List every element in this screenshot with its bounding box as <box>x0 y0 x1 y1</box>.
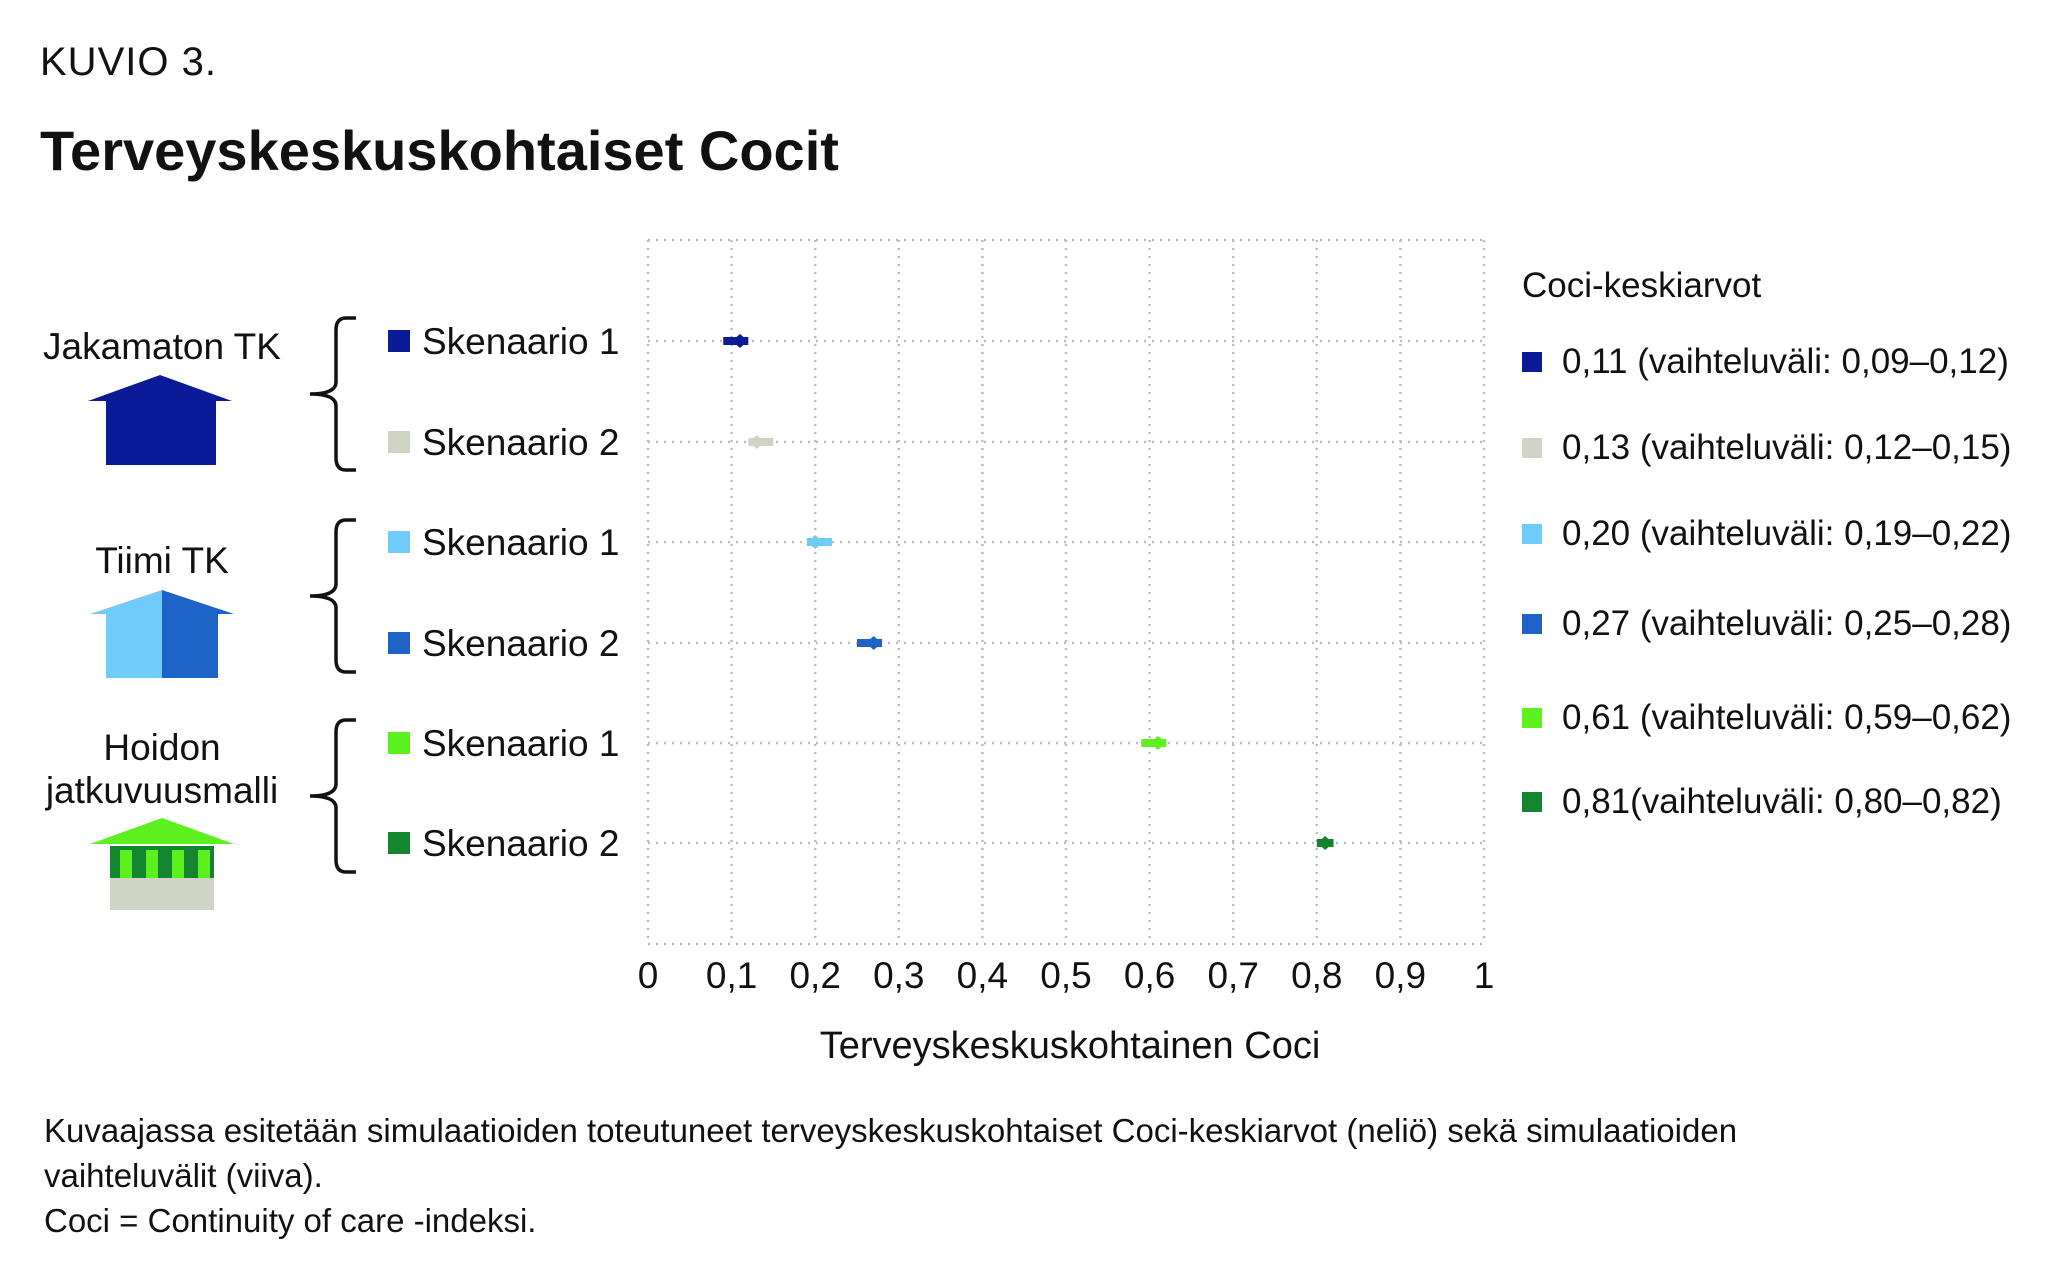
legend-item: 0,61 (vaihteluväli: 0,59–0,62) <box>1522 696 2011 740</box>
group-label: Tiimi TK <box>95 540 229 581</box>
x-tick-label: 0,7 <box>1207 955 1258 996</box>
mean-marker <box>731 334 748 348</box>
x-tick-label: 0,1 <box>706 955 757 996</box>
legend-title: Coci-keskiarvot <box>1522 266 1762 305</box>
mean-marker <box>865 636 882 650</box>
bracket <box>309 718 356 874</box>
pillared-building-green-icon <box>90 818 234 910</box>
chart-title: Terveyskeskuskohtaiset Cocit <box>40 119 839 182</box>
x-axis-label: Terveyskeskuskohtainen Coci <box>820 1025 1321 1067</box>
note-line: Coci = Continuity of care -indeksi. <box>44 1202 537 1239</box>
legend-label: 0,13 (vaihteluväli: 0,12–0,15) <box>1562 428 2012 467</box>
x-tick-label: 0,6 <box>1124 955 1175 996</box>
row-label: Skenaario 1 <box>422 321 619 362</box>
mean-marker <box>807 535 824 549</box>
figure-notes: Kuvaajassa esitetään simulaatioiden tote… <box>44 1108 1944 1243</box>
row-swatch <box>388 431 410 453</box>
legend-label: 0,61 (vaihteluväli: 0,59–0,62) <box>1562 698 2012 737</box>
scenario-rows: Skenaario 1 Skenaario 2 Skenaario 1 Skenaar… <box>388 321 1334 864</box>
bracket <box>309 518 356 674</box>
row-swatch <box>388 632 410 654</box>
row-label: Skenaario 2 <box>422 623 619 664</box>
legend-label: 0,81(vaihteluväli: 0,80–0,82) <box>1562 782 2002 821</box>
legend-item: 0,27 (vaihteluväli: 0,25–0,28) <box>1522 602 2011 646</box>
house-split-blue-icon <box>90 590 234 678</box>
row-swatch <box>388 531 410 553</box>
note-line: Kuvaajassa esitetään simulaatioiden tote… <box>44 1112 1738 1149</box>
group-brackets <box>309 316 356 874</box>
legend-label: 0,11 (vaihteluväli: 0,09–0,12) <box>1562 342 2009 381</box>
legend-item: 0,81(vaihteluväli: 0,80–0,82) <box>1522 780 2002 824</box>
legend-swatch <box>1522 614 1542 634</box>
figure-label: KUVIO 3. <box>40 40 217 84</box>
mean-marker <box>1317 836 1334 850</box>
row-label: Skenaario 2 <box>422 422 619 463</box>
row-swatch <box>388 732 410 754</box>
legend-item: 0,11 (vaihteluväli: 0,09–0,12) <box>1522 340 2009 384</box>
legend-swatch <box>1522 524 1542 544</box>
row-label: Skenaario 2 <box>422 823 619 864</box>
x-tick-label: 0,4 <box>957 955 1008 996</box>
legend-item: 0,13 (vaihteluväli: 0,12–0,15) <box>1522 426 2011 470</box>
bracket <box>309 316 356 472</box>
group-label: jatkuvuusmalli <box>45 770 278 811</box>
x-tick-label: 0,5 <box>1040 955 1091 996</box>
group-label: Jakamaton TK <box>43 326 281 367</box>
note-line: vaihteluvälit (viiva). <box>44 1157 323 1194</box>
legend-item: 0,20 (vaihteluväli: 0,19–0,22) <box>1522 512 2011 556</box>
legend-swatch <box>1522 352 1542 372</box>
grid <box>646 238 1486 946</box>
x-tick-label: 0,2 <box>789 955 840 996</box>
legend-swatch <box>1522 792 1542 812</box>
row-swatch <box>388 330 410 352</box>
x-tick-label: 0,9 <box>1375 955 1426 996</box>
legend-label: 0,27 (vaihteluväli: 0,25–0,28) <box>1562 604 2012 643</box>
x-tick-labels: 0 0,1 0,2 0,3 0,4 0,5 0,6 0,7 0,8 0,9 1 <box>638 955 1495 996</box>
row-swatch <box>388 832 410 854</box>
mean-marker <box>748 435 765 449</box>
row-label: Skenaario 1 <box>422 522 619 563</box>
x-tick-label: 0,3 <box>873 955 924 996</box>
x-tick-label: 0 <box>638 955 659 996</box>
legend-swatch <box>1522 438 1542 458</box>
group-label: Hoidon <box>103 727 220 768</box>
legend-swatch <box>1522 708 1542 728</box>
x-tick-label: 0,8 <box>1291 955 1342 996</box>
legend-label: 0,20 (vaihteluväli: 0,19–0,22) <box>1562 514 2012 553</box>
mean-marker <box>1149 736 1166 750</box>
house-dark-blue-icon <box>88 375 232 465</box>
row-label: Skenaario 1 <box>422 723 619 764</box>
x-tick-label: 1 <box>1474 955 1495 996</box>
